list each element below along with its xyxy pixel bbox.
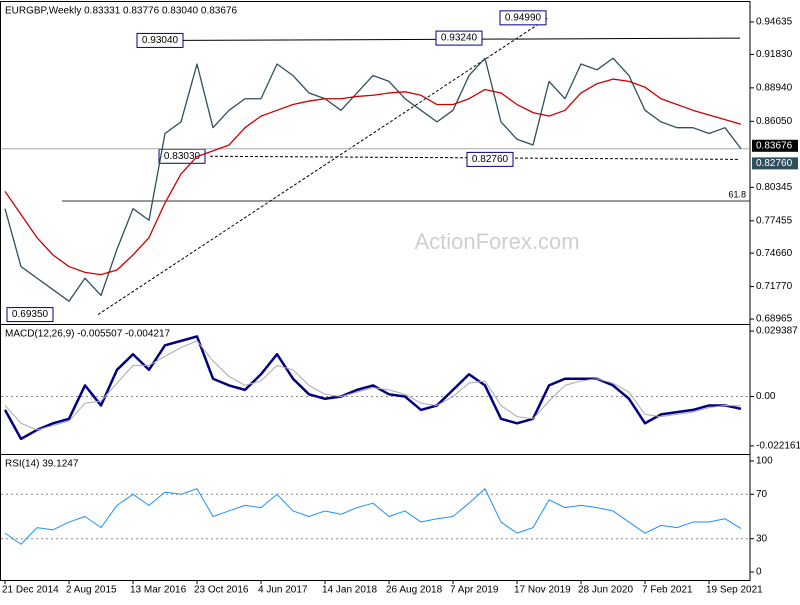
x-tick-label: 28 Jun 2020 [578,585,633,596]
y-tick-label: 0.94635 [756,17,793,28]
level-box [435,30,483,46]
y-tick-label: 0.74660 [756,248,793,259]
y-tick-label: 70 [756,489,768,500]
series-line [4,57,742,302]
panel-title: EURGBP,Weekly 0.83331 0.83776 0.83040 0.… [5,6,237,17]
panel-title: MACD(12,26,9) -0.005507 -0.004217 [5,329,171,340]
y-tick-label: 0.029387 [756,326,798,337]
y-tick-label: -0.022161 [756,441,800,452]
x-tick-label: 4 Jun 2017 [258,585,308,596]
y-tick-label: 100 [756,456,773,467]
y-tick-label: 0.91830 [756,49,793,60]
y-tick-label: 30 [756,533,768,544]
x-tick-label: 17 Nov 2019 [514,585,571,596]
series-line [4,488,742,545]
panel-title: RSI(14) 39.1247 [5,459,79,470]
level-label: 0.93240 [441,33,478,44]
watermark: ActionForex.com [414,229,579,254]
y-tick-label: 0.88940 [756,83,793,94]
level-box [499,10,547,26]
series-line [3,335,742,441]
x-tick-label: 7 Apr 2019 [450,585,499,596]
level-label: 0.83030 [164,151,201,162]
level-label: 0.69350 [12,309,49,320]
y-tick-label: 0.00 [756,391,776,402]
series-line [4,78,742,276]
x-tick-label: 14 Jan 2018 [322,585,377,596]
x-tick-label: 2 Aug 2015 [66,585,117,596]
fib-label: 61.8 [728,189,746,199]
price-marker-label: 0.82760 [756,158,793,169]
x-tick-label: 21 Dec 2014 [2,585,59,596]
price-marker [752,139,798,152]
x-tick-label: 19 Sep 2021 [706,585,763,596]
level-box [466,151,514,167]
price-marker [752,157,798,170]
x-tick-label: 23 Oct 2016 [194,585,249,596]
panel-frame [0,454,751,581]
level-label: 0.82760 [472,154,509,165]
level-label: 0.94990 [505,12,542,23]
y-tick-label: 0 [756,567,762,578]
y-tick-label: 0.80345 [756,182,793,193]
y-tick-label: 0.86050 [756,116,793,127]
level-box [6,307,54,323]
x-tick-label: 26 Aug 2018 [386,585,443,596]
y-tick-label: 0.68965 [756,314,793,325]
x-tick-label: 13 Mar 2016 [130,585,187,596]
series-line [4,340,742,431]
x-tick-label: 7 Feb 2021 [642,585,693,596]
level-box [136,32,184,48]
y-tick-label: 0.77455 [756,215,793,226]
price-marker-label: 0.83676 [756,140,793,151]
y-tick-label: 0.71770 [756,281,793,292]
level-label: 0.93040 [142,35,179,46]
